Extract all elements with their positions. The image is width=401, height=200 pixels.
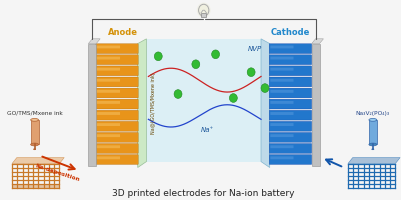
Ellipse shape (371, 149, 373, 150)
Ellipse shape (229, 94, 237, 102)
FancyBboxPatch shape (97, 101, 120, 104)
FancyBboxPatch shape (269, 145, 293, 148)
FancyBboxPatch shape (269, 57, 293, 59)
Ellipse shape (196, 3, 210, 18)
FancyBboxPatch shape (97, 68, 120, 71)
Text: Na-deposition: Na-deposition (34, 164, 80, 183)
Polygon shape (260, 39, 269, 168)
Ellipse shape (368, 143, 376, 146)
FancyBboxPatch shape (269, 55, 311, 65)
FancyBboxPatch shape (269, 132, 311, 142)
FancyBboxPatch shape (269, 112, 293, 115)
FancyBboxPatch shape (269, 123, 293, 126)
Bar (368, 120, 376, 144)
Ellipse shape (154, 52, 162, 61)
Ellipse shape (198, 4, 209, 16)
FancyBboxPatch shape (95, 66, 138, 76)
Ellipse shape (191, 60, 199, 69)
FancyBboxPatch shape (269, 66, 311, 76)
Bar (88, 44, 96, 166)
FancyBboxPatch shape (269, 77, 311, 87)
Bar (30, 120, 38, 144)
FancyBboxPatch shape (95, 155, 138, 164)
FancyBboxPatch shape (269, 90, 293, 93)
FancyBboxPatch shape (97, 112, 120, 115)
FancyBboxPatch shape (95, 132, 138, 142)
FancyBboxPatch shape (95, 99, 138, 109)
Text: Na₃V₂(PO₄)₃: Na₃V₂(PO₄)₃ (355, 111, 389, 116)
Text: NVP: NVP (247, 46, 261, 52)
Text: Na@(GO/TMS/Mxene ink): Na@(GO/TMS/Mxene ink) (150, 72, 155, 134)
Ellipse shape (260, 84, 268, 92)
FancyBboxPatch shape (269, 79, 293, 82)
FancyBboxPatch shape (269, 121, 311, 131)
Ellipse shape (33, 149, 36, 150)
Text: Cathode: Cathode (270, 28, 310, 37)
FancyBboxPatch shape (97, 57, 120, 59)
Ellipse shape (211, 50, 219, 59)
FancyBboxPatch shape (97, 134, 120, 137)
Polygon shape (88, 39, 100, 44)
FancyBboxPatch shape (269, 144, 311, 153)
Polygon shape (138, 39, 146, 168)
Polygon shape (12, 158, 64, 164)
FancyBboxPatch shape (95, 88, 138, 98)
FancyBboxPatch shape (269, 101, 293, 104)
FancyBboxPatch shape (95, 121, 138, 131)
FancyBboxPatch shape (269, 46, 293, 48)
Polygon shape (311, 39, 323, 44)
FancyArrowPatch shape (42, 157, 75, 170)
Polygon shape (146, 39, 260, 162)
Ellipse shape (368, 118, 376, 121)
FancyBboxPatch shape (95, 55, 138, 65)
FancyBboxPatch shape (95, 144, 138, 153)
FancyBboxPatch shape (269, 44, 311, 54)
Text: GO/TMS/Mxene ink: GO/TMS/Mxene ink (7, 111, 62, 116)
FancyBboxPatch shape (269, 156, 293, 159)
Text: Anode: Anode (107, 28, 138, 37)
FancyBboxPatch shape (269, 99, 311, 109)
Text: Na⁺: Na⁺ (200, 127, 214, 133)
FancyBboxPatch shape (95, 44, 138, 54)
Ellipse shape (30, 143, 38, 146)
FancyBboxPatch shape (269, 110, 311, 120)
FancyBboxPatch shape (269, 155, 311, 164)
FancyBboxPatch shape (97, 79, 120, 82)
FancyBboxPatch shape (97, 156, 120, 159)
Text: 3D printed electrodes for Na-ion battery: 3D printed electrodes for Na-ion battery (112, 189, 294, 198)
FancyBboxPatch shape (269, 134, 293, 137)
Ellipse shape (30, 118, 38, 121)
FancyBboxPatch shape (95, 77, 138, 87)
Bar (200, 13, 206, 17)
FancyBboxPatch shape (95, 110, 138, 120)
FancyBboxPatch shape (269, 68, 293, 71)
FancyArrowPatch shape (325, 159, 340, 166)
Bar (12, 184, 59, 188)
Ellipse shape (247, 68, 255, 77)
FancyBboxPatch shape (97, 90, 120, 93)
FancyBboxPatch shape (269, 88, 311, 98)
FancyBboxPatch shape (97, 145, 120, 148)
Bar (311, 44, 319, 166)
Ellipse shape (174, 90, 182, 98)
FancyBboxPatch shape (97, 46, 120, 48)
FancyBboxPatch shape (97, 123, 120, 126)
Polygon shape (347, 158, 399, 164)
